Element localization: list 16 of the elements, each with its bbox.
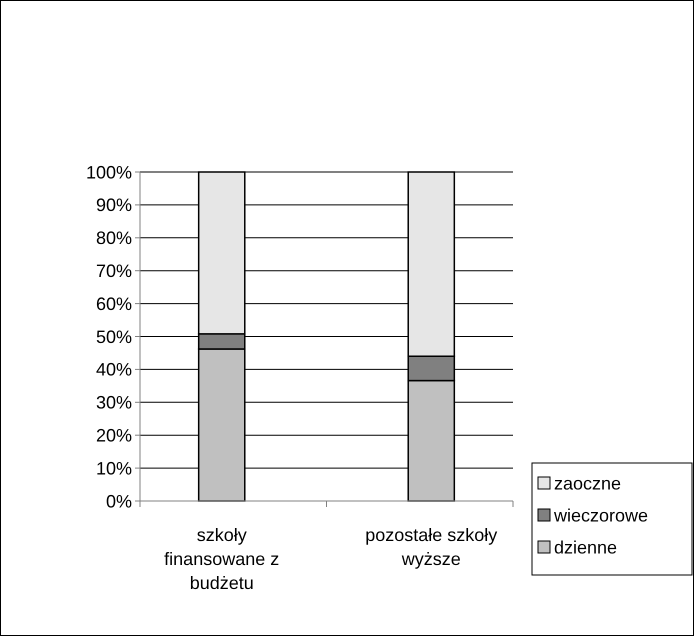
y-tick-label: 80%	[96, 228, 132, 248]
y-tick-label: 30%	[96, 392, 132, 413]
y-tick-label: 40%	[96, 360, 132, 380]
x-tick-label: pozostałe szkoły wyższe	[365, 525, 498, 569]
legend-label: dzienne	[554, 537, 618, 558]
y-tick-label: 100%	[86, 162, 132, 182]
y-tick-label: 0%	[106, 491, 132, 512]
y-tick-label: 60%	[96, 294, 132, 314]
y-tick-label: 10%	[96, 458, 132, 478]
y-tick-label: 20%	[96, 426, 132, 446]
y-tick-label: 70%	[96, 261, 132, 281]
x-tick-label: szkoły finansowane z budżetu	[164, 525, 280, 593]
legend-label: wieczorowe	[553, 505, 648, 526]
y-tick-label: 50%	[96, 326, 132, 347]
y-tick-label: 90%	[96, 195, 132, 216]
legend-label: zaoczne	[554, 473, 622, 494]
